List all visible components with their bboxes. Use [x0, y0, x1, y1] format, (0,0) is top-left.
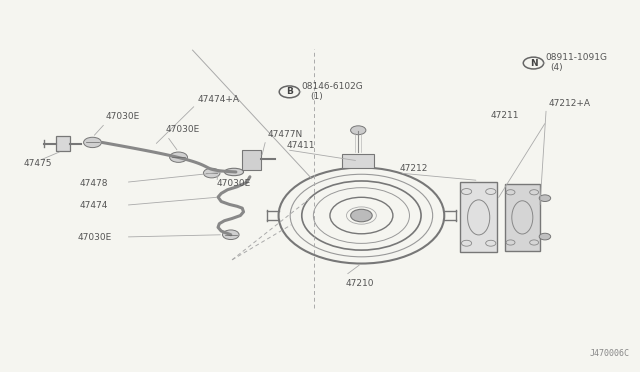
- FancyBboxPatch shape: [243, 150, 261, 170]
- Text: 47477N: 47477N: [268, 130, 303, 139]
- Text: 47210: 47210: [346, 279, 374, 288]
- Text: N: N: [530, 58, 538, 68]
- Text: 47478: 47478: [79, 179, 108, 187]
- Text: 47030E: 47030E: [105, 112, 140, 121]
- FancyBboxPatch shape: [505, 184, 540, 251]
- Circle shape: [204, 168, 220, 178]
- Text: 47212: 47212: [399, 164, 428, 173]
- FancyBboxPatch shape: [56, 136, 70, 151]
- Text: 47211: 47211: [491, 111, 519, 120]
- Circle shape: [540, 195, 550, 202]
- FancyBboxPatch shape: [460, 182, 497, 253]
- Circle shape: [223, 230, 239, 240]
- Ellipse shape: [225, 168, 244, 176]
- Text: 47030E: 47030E: [217, 179, 251, 187]
- Text: 47475: 47475: [24, 158, 52, 168]
- Text: 47474: 47474: [79, 201, 108, 211]
- Circle shape: [540, 233, 550, 240]
- Circle shape: [351, 126, 366, 135]
- Text: 47030E: 47030E: [78, 233, 112, 242]
- Text: 47212+A: 47212+A: [548, 99, 590, 108]
- Circle shape: [351, 209, 372, 222]
- Text: (4): (4): [550, 63, 563, 72]
- Text: 47474+A: 47474+A: [198, 95, 239, 104]
- Text: 47030E: 47030E: [166, 125, 200, 134]
- Circle shape: [84, 137, 101, 148]
- Text: 08146-6102G: 08146-6102G: [301, 82, 363, 91]
- FancyBboxPatch shape: [342, 154, 374, 168]
- Text: J470006C: J470006C: [589, 349, 629, 358]
- Text: (1): (1): [310, 92, 323, 101]
- Text: 47411: 47411: [287, 141, 316, 150]
- Text: B: B: [286, 87, 293, 96]
- Circle shape: [170, 152, 188, 162]
- Text: 08911-1091G: 08911-1091G: [545, 53, 607, 62]
